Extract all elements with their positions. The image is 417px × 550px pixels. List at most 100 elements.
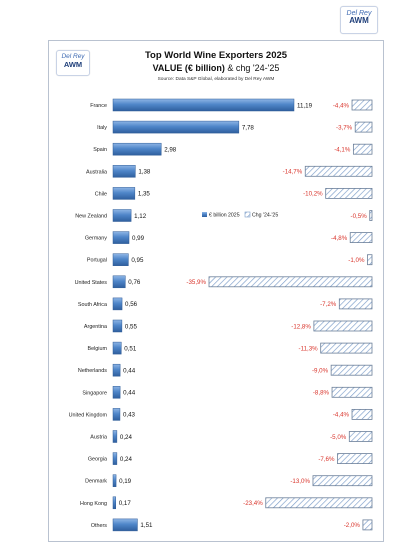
change-label: -4,8% xyxy=(331,235,348,242)
value-label: 7,78 xyxy=(242,124,255,131)
change-label: -8,8% xyxy=(313,390,330,397)
change-bar xyxy=(325,187,373,199)
category-label: Australia xyxy=(86,169,107,175)
value-bar xyxy=(112,430,118,443)
chart-subtitle-rest: & chg '24-'25 xyxy=(225,63,279,73)
category-label: Georgia xyxy=(88,457,107,463)
value-bar xyxy=(112,496,116,510)
change-bar xyxy=(331,386,373,398)
change-label: -7,2% xyxy=(320,301,337,308)
category-label: Argentina xyxy=(84,324,107,330)
value-label: 0,56 xyxy=(125,301,138,308)
value-label: 0,99 xyxy=(132,235,145,242)
legend-swatch-change xyxy=(244,211,251,218)
change-bar xyxy=(313,320,373,332)
value-bar xyxy=(112,386,121,399)
value-bar xyxy=(112,142,162,156)
category-label: United Kingdom xyxy=(69,412,108,418)
change-bar xyxy=(348,431,373,442)
value-label: 1,35 xyxy=(138,191,151,198)
change-bar xyxy=(338,298,373,310)
value-bar xyxy=(112,408,121,421)
change-label: -7,6% xyxy=(318,456,335,463)
chart-subtitle: VALUE (€ billion) & chg '24-'25 xyxy=(153,63,280,73)
change-label: -12,8% xyxy=(291,323,311,330)
value-bar xyxy=(112,341,122,355)
value-bar xyxy=(112,231,130,244)
change-bar xyxy=(349,232,373,244)
change-bar xyxy=(312,475,373,487)
category-label: Germany xyxy=(85,236,107,242)
chart-subtitle-bold: VALUE (€ billion) xyxy=(153,63,225,73)
change-bar xyxy=(265,497,373,509)
category-label: Denmark xyxy=(85,479,107,485)
category-label: Portugal xyxy=(87,258,107,264)
value-label: 11,19 xyxy=(297,102,313,109)
change-label: -10,2% xyxy=(303,191,323,198)
category-label: Hong Kong xyxy=(80,501,107,507)
change-bar xyxy=(354,121,373,133)
value-label: 0,95 xyxy=(131,257,144,264)
change-label: -13,0% xyxy=(290,478,310,485)
value-label: 0,51 xyxy=(124,345,137,352)
value-label: 0,44 xyxy=(123,390,136,397)
value-label: 1,38 xyxy=(138,169,151,176)
value-label: 0,76 xyxy=(128,279,141,286)
change-label: -4,4% xyxy=(333,412,350,419)
change-bar xyxy=(320,342,373,354)
value-label: 0,19 xyxy=(119,478,132,485)
category-label: New Zealand xyxy=(75,214,107,220)
change-bar xyxy=(208,276,373,288)
value-bar xyxy=(112,275,126,289)
change-bar xyxy=(337,453,373,465)
change-label: -1,0% xyxy=(348,257,365,264)
change-label: -4,4% xyxy=(333,102,350,109)
chart-source: Source: Data S&P Global, elaborated by D… xyxy=(158,76,275,82)
change-bar xyxy=(367,254,373,266)
del-rey-logo: Del Rey AWM xyxy=(340,6,378,34)
change-label: -2,0% xyxy=(344,522,361,529)
legend-label-value: € billion 2025 xyxy=(209,213,240,219)
value-bar xyxy=(112,120,240,134)
value-bar xyxy=(112,165,136,178)
value-bar xyxy=(112,98,295,112)
value-label: 0,43 xyxy=(123,412,136,419)
value-bar xyxy=(112,452,118,465)
logo-line2: AWM xyxy=(349,16,369,26)
value-label: 2,98 xyxy=(164,147,177,154)
legend-swatch-value xyxy=(202,212,207,217)
category-label: Italy xyxy=(97,125,107,131)
category-label: Belgium xyxy=(88,346,108,352)
value-bar xyxy=(112,297,123,311)
category-label: Spain xyxy=(93,147,107,153)
category-label: France xyxy=(90,103,107,109)
value-bar xyxy=(112,474,117,487)
category-label: South Africa xyxy=(78,302,107,308)
value-label: 0,44 xyxy=(123,368,136,375)
logo-small-line2: AWM xyxy=(63,59,83,69)
value-label: 0,24 xyxy=(120,456,133,463)
value-bar xyxy=(112,253,129,266)
chart-legend: € billion 2025 Chg '24-'25 xyxy=(202,211,278,219)
value-label: 1,12 xyxy=(134,213,147,220)
change-label: -0,5% xyxy=(351,213,368,220)
change-bar xyxy=(352,143,373,155)
change-label: -5,0% xyxy=(330,434,347,441)
change-bar xyxy=(304,165,373,177)
change-label: -35,9% xyxy=(186,279,206,286)
category-label: Others xyxy=(91,523,107,529)
value-bar xyxy=(112,319,123,333)
change-bar xyxy=(351,408,373,420)
change-label: -11,3% xyxy=(299,345,319,352)
value-bar xyxy=(112,209,132,222)
change-bar xyxy=(330,364,373,376)
value-label: 0,24 xyxy=(120,434,133,441)
change-label: -23,4% xyxy=(243,500,263,507)
chart-title: Top World Wine Exporters 2025 xyxy=(145,50,288,61)
change-bar xyxy=(362,519,373,531)
change-bar xyxy=(369,210,373,221)
value-bar xyxy=(112,518,138,532)
change-label: -4,1% xyxy=(334,147,351,154)
value-bar xyxy=(112,187,136,200)
